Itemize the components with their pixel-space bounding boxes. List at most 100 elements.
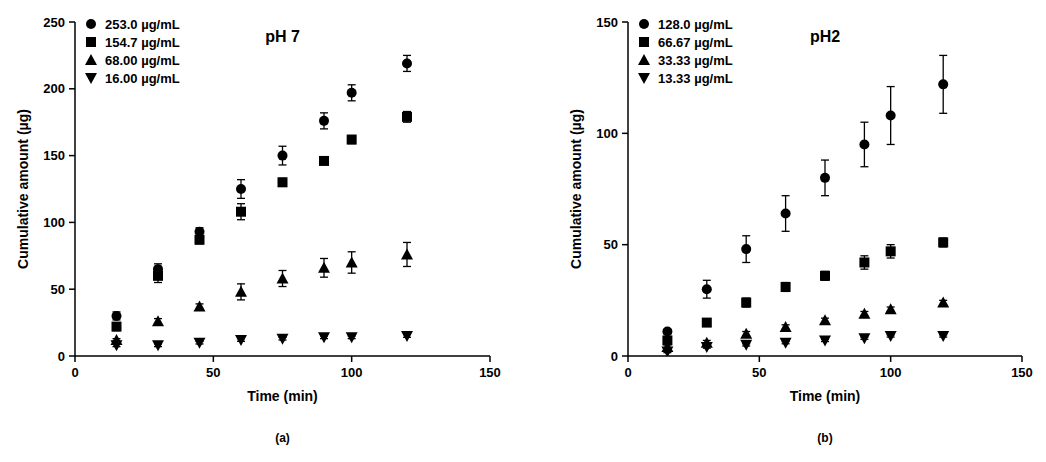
x-tick (74, 356, 76, 362)
legend-marker (86, 19, 96, 29)
legend-label: 253.0 µg/mL (105, 17, 180, 32)
data-point (346, 256, 358, 267)
data-point (318, 332, 330, 343)
legend-marker (638, 54, 650, 65)
figure: 050100150200250050100150Time (min)Cumula… (0, 0, 1046, 462)
legend: 253.0 µg/mL154.7 µg/mL68.00 µg/mL16.00 µ… (85, 17, 180, 86)
legend-label: 13.33 µg/mL (658, 71, 733, 86)
data-point (153, 271, 163, 281)
data-point (236, 184, 246, 194)
legend-label: 128.0 µg/mL (658, 17, 733, 32)
error-bar (939, 55, 947, 113)
data-point (937, 331, 949, 342)
x-tick-label: 150 (479, 365, 501, 380)
data-point (701, 342, 713, 353)
data-point (195, 235, 205, 245)
data-point (402, 58, 412, 68)
data-point (780, 321, 792, 332)
x-tick-label: 50 (206, 365, 220, 380)
data-point (741, 298, 751, 308)
legend-marker (85, 54, 97, 65)
x-axis-title: Time (min) (247, 388, 318, 404)
chart-title: pH 7 (265, 28, 300, 45)
data-point (858, 333, 870, 344)
data-point (278, 151, 288, 161)
data-point (858, 308, 870, 319)
x-tick (1021, 356, 1023, 362)
data-point (401, 248, 413, 259)
error-bar (703, 280, 711, 298)
data-point (885, 303, 897, 314)
y-tick (622, 21, 628, 23)
y-tick-label: 200 (43, 81, 65, 96)
data-point (820, 271, 830, 281)
chart-title: pH2 (810, 28, 840, 45)
error-bar (237, 204, 245, 220)
error-bar (742, 236, 750, 263)
data-point (277, 334, 289, 345)
y-tick (69, 222, 75, 224)
error-bar (348, 85, 356, 101)
legend-marker (639, 37, 649, 47)
data-point (662, 327, 672, 337)
series (661, 297, 949, 353)
y-tick-label: 100 (596, 126, 618, 141)
x-axis-title: Time (min) (790, 388, 861, 404)
data-point (886, 246, 896, 256)
data-point (112, 322, 122, 332)
data-point (236, 207, 246, 217)
x-axis (628, 355, 1022, 357)
legend: 128.0 µg/mL 66.67 µg/mL 33.33 µg/mL 13.33 µ… (638, 17, 733, 86)
data-point (661, 347, 673, 356)
legend-label: 66.67 µg/mL (658, 35, 733, 50)
data-point (402, 112, 412, 122)
data-point (347, 135, 357, 145)
error-bar (821, 271, 829, 280)
error-bar (860, 122, 868, 167)
series (111, 331, 414, 351)
series (661, 331, 949, 356)
data-point (938, 79, 948, 89)
data-point (111, 340, 123, 351)
error-bar (782, 283, 790, 292)
data-point (319, 116, 329, 126)
error-bar (320, 113, 328, 129)
y-tick-label: 50 (51, 282, 65, 297)
y-tick (69, 288, 75, 290)
error-bar (237, 180, 245, 199)
y-tick-label: 250 (43, 15, 65, 30)
error-bar (742, 298, 750, 307)
data-point (885, 331, 897, 342)
legend-label: 154.7 µg/mL (105, 35, 180, 50)
x-tick-label: 100 (880, 365, 902, 380)
data-point (781, 208, 791, 218)
data-point (702, 318, 712, 328)
error-bar (196, 236, 204, 244)
panel: 050100150050100150Time (min)Cumulative a… (568, 15, 1033, 446)
data-point (346, 332, 358, 343)
legend-marker (86, 37, 96, 47)
y-tick-label: 50 (604, 237, 618, 252)
error-bar (939, 238, 947, 247)
plot-area (661, 55, 949, 356)
legend-label: 68.00 µg/mL (105, 53, 180, 68)
error-bar (279, 146, 287, 165)
data-point (819, 335, 831, 346)
legend-label: 33.33 µg/mL (658, 53, 733, 68)
data-point (859, 139, 869, 149)
data-point (347, 88, 357, 98)
data-point (235, 286, 247, 297)
error-bar (782, 196, 790, 232)
series (662, 55, 948, 336)
data-point (740, 328, 752, 339)
data-point (318, 262, 330, 273)
error-bar (348, 136, 356, 144)
error-bar (403, 112, 411, 123)
error-bar (196, 228, 204, 236)
series (662, 237, 948, 345)
y-tick (69, 155, 75, 157)
data-point (194, 301, 206, 312)
x-tick-label: 0 (71, 365, 78, 380)
y-tick (622, 355, 628, 357)
y-tick-label: 0 (58, 349, 65, 364)
